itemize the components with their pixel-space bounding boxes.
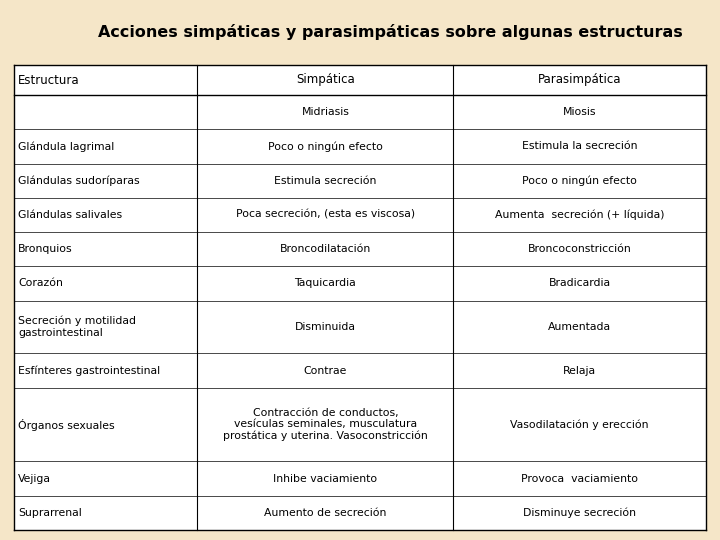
Text: Poca secreción, (esta es viscosa): Poca secreción, (esta es viscosa) [236,210,415,220]
Text: Disminuida: Disminuida [295,322,356,332]
Text: Estimula la secreción: Estimula la secreción [522,141,637,151]
Text: Suprarrenal: Suprarrenal [18,508,82,518]
Text: Acciones simpáticas y parasimpáticas sobre algunas estructuras: Acciones simpáticas y parasimpáticas sob… [98,24,683,40]
Text: Aumentada: Aumentada [548,322,611,332]
Text: Simpática: Simpática [296,73,355,86]
Text: Bradicardia: Bradicardia [549,279,611,288]
Text: Broncoconstricción: Broncoconstricción [528,244,631,254]
Text: Taquicardia: Taquicardia [294,279,356,288]
Text: Corazón: Corazón [18,279,63,288]
Text: Inhibe vaciamiento: Inhibe vaciamiento [274,474,377,484]
Text: Parasimpática: Parasimpática [538,73,621,86]
Text: Glándulas sudoríparas: Glándulas sudoríparas [18,176,140,186]
Text: Bronquios: Bronquios [18,244,73,254]
Text: Broncodilatación: Broncodilatación [280,244,371,254]
Text: Estructura: Estructura [18,73,80,86]
Text: Glándulas salivales: Glándulas salivales [18,210,122,220]
Text: Disminuye secreción: Disminuye secreción [523,508,636,518]
Text: Miosis: Miosis [563,107,596,117]
Text: Poco o ningún efecto: Poco o ningún efecto [522,176,637,186]
Text: Glándula lagrimal: Glándula lagrimal [18,141,114,152]
Text: Contracción de conductos,
vesículas seminales, musculatura
prostática y uterina.: Contracción de conductos, vesículas semi… [223,408,428,441]
Text: Vejiga: Vejiga [18,474,51,484]
Text: Midriasis: Midriasis [302,107,349,117]
Text: Secreción y motilidad
gastrointestinal: Secreción y motilidad gastrointestinal [18,316,136,338]
Text: Relaja: Relaja [563,366,596,375]
Text: Estimula secreción: Estimula secreción [274,176,377,186]
Text: Órganos sexuales: Órganos sexuales [18,418,114,430]
Text: Poco o ningún efecto: Poco o ningún efecto [268,141,383,152]
Text: Vasodilatación y erección: Vasodilatación y erección [510,419,649,430]
Bar [14,65,706,530]
Text: Aumento de secreción: Aumento de secreción [264,508,387,518]
Text: Esfínteres gastrointestinal: Esfínteres gastrointestinal [18,365,160,376]
Text: Contrae: Contrae [304,366,347,375]
Text: Provoca  vaciamiento: Provoca vaciamiento [521,474,638,484]
Text: Aumenta  secreción (+ líquida): Aumenta secreción (+ líquida) [495,210,665,220]
